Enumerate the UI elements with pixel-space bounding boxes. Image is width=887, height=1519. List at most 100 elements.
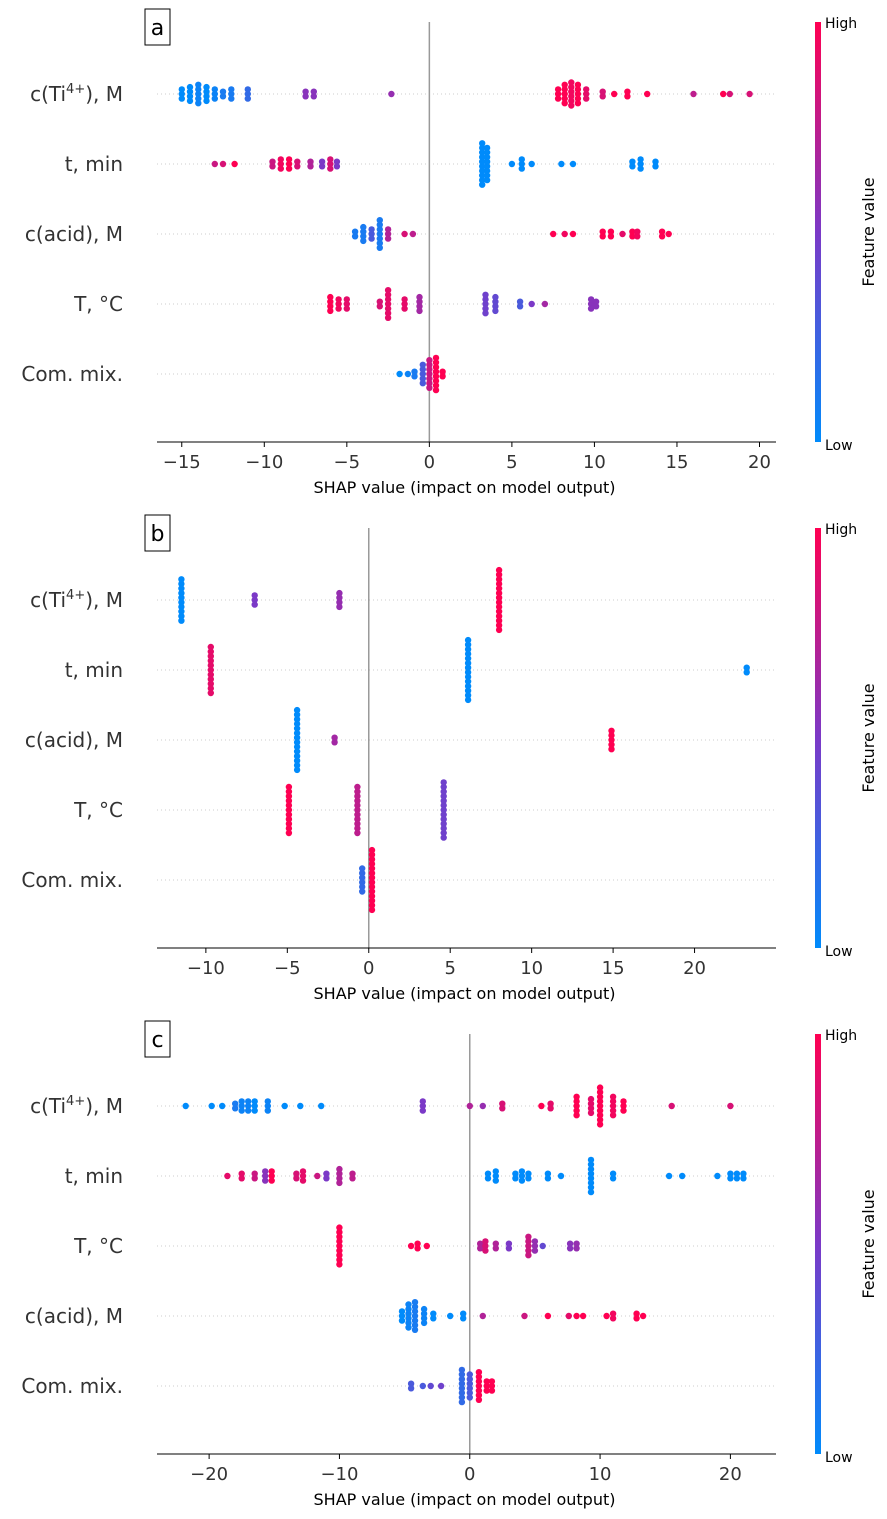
shap-point <box>629 158 636 165</box>
shap-point <box>466 1394 473 1401</box>
shap-point <box>285 829 293 837</box>
shap-point <box>508 160 516 168</box>
shap-point <box>327 293 334 301</box>
shap-point <box>464 678 472 685</box>
shap-point <box>264 1107 271 1114</box>
shap-point <box>404 370 412 378</box>
shap-point <box>269 163 276 170</box>
shap-point <box>351 228 359 235</box>
x-tick-label: −10 <box>320 1464 358 1485</box>
shap-point <box>568 97 575 105</box>
shap-point <box>407 1242 415 1250</box>
shap-point <box>608 746 615 753</box>
shap-point <box>401 305 408 312</box>
shap-point <box>495 589 503 597</box>
shap-point <box>335 305 342 312</box>
shap-point <box>479 140 486 147</box>
shap-point <box>679 1172 686 1180</box>
x-tick-label: 10 <box>520 958 543 979</box>
shap-point <box>569 230 577 238</box>
x-axis-label: SHAP value (impact on model output) <box>314 1490 616 1509</box>
shap-point <box>186 83 194 91</box>
colorbar-high-label: High <box>825 16 857 32</box>
shap-point <box>327 298 334 305</box>
shap-point <box>477 1245 484 1252</box>
shap-point <box>228 90 235 98</box>
shap-point <box>518 1168 526 1175</box>
colorbar-title: Feature value <box>859 683 878 792</box>
shap-point <box>479 153 486 161</box>
shap-point <box>293 766 301 774</box>
shap-point <box>335 296 342 303</box>
shap-point <box>609 1315 617 1322</box>
shap-point <box>384 305 392 312</box>
shap-point <box>376 244 383 251</box>
shap-point <box>574 81 582 89</box>
shap-point <box>477 1240 484 1247</box>
panel-c: c(Ti4+), M t, min T, °C c(acid), M Com. mix.… <box>21 1020 878 1509</box>
shap-point <box>207 671 214 678</box>
shap-point <box>219 88 227 95</box>
feature-row-points <box>178 566 503 634</box>
shap-point <box>244 95 251 102</box>
shap-point <box>178 612 185 620</box>
shap-point <box>359 874 366 881</box>
shap-point <box>624 93 631 100</box>
shap-point <box>460 1310 467 1317</box>
x-tick-label: −20 <box>190 1464 228 1485</box>
shap-point <box>561 95 568 102</box>
shap-point <box>561 230 568 238</box>
shap-point <box>432 354 440 362</box>
shap-point <box>359 869 366 877</box>
shap-point <box>495 576 503 583</box>
shap-point <box>440 797 447 804</box>
shap-point <box>528 160 535 168</box>
shap-point <box>354 816 361 823</box>
shap-point <box>336 1233 343 1241</box>
shap-point <box>495 608 503 615</box>
shap-point <box>244 90 251 98</box>
shap-point <box>458 1371 466 1378</box>
shap-point <box>423 1242 430 1250</box>
shap-point <box>440 793 447 800</box>
shap-point <box>592 298 600 305</box>
shap-point <box>336 589 343 597</box>
panel-letter-box <box>144 1020 171 1058</box>
shap-point <box>587 1109 595 1117</box>
shap-point <box>495 612 503 620</box>
shap-point <box>411 373 418 380</box>
shap-point <box>714 1172 721 1180</box>
shap-point <box>336 1252 343 1259</box>
shap-point <box>203 88 210 95</box>
shap-point <box>351 233 359 240</box>
panel-letter: a <box>151 16 164 41</box>
shap-point <box>277 160 284 168</box>
shap-point <box>384 226 392 233</box>
shap-point <box>318 163 326 170</box>
shap-point <box>620 1107 627 1114</box>
feature-label: Com. mix. <box>21 362 123 386</box>
shap-point <box>178 589 185 597</box>
shap-point <box>293 739 301 746</box>
shap-point <box>207 689 214 697</box>
shap-point <box>475 1378 483 1385</box>
shap-point <box>368 874 376 881</box>
shap-point <box>318 1102 325 1110</box>
feature-label: c(Ti4+), M <box>30 588 123 612</box>
shap-point <box>376 221 383 228</box>
shap-point <box>587 305 595 312</box>
shap-point <box>203 83 210 91</box>
shap-point <box>482 300 489 308</box>
shap-point <box>561 90 568 98</box>
shap-point <box>384 287 392 294</box>
shap-point <box>596 1121 604 1128</box>
colorbar <box>815 1034 821 1454</box>
shap-point <box>516 298 524 305</box>
shap-point <box>285 820 293 827</box>
shap-point <box>573 1102 580 1110</box>
x-tick-label: 0 <box>363 958 374 979</box>
shap-point <box>251 596 258 604</box>
shap-point <box>327 303 334 310</box>
shap-point <box>349 1175 356 1182</box>
shap-point <box>637 156 644 163</box>
